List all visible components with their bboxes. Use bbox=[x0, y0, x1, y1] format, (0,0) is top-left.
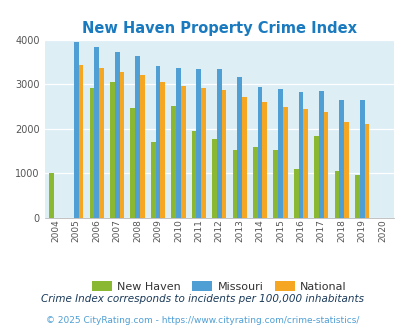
Text: © 2025 CityRating.com - https://www.cityrating.com/crime-statistics/: © 2025 CityRating.com - https://www.city… bbox=[46, 316, 359, 325]
Bar bbox=[94, 47, 99, 218]
Bar bbox=[99, 68, 104, 218]
Bar bbox=[180, 86, 185, 218]
Bar bbox=[252, 148, 257, 218]
Bar bbox=[241, 97, 246, 218]
Bar bbox=[119, 72, 124, 218]
Bar bbox=[140, 75, 144, 218]
Bar bbox=[313, 136, 318, 218]
Bar bbox=[90, 88, 94, 218]
Bar bbox=[176, 68, 180, 218]
Bar bbox=[277, 89, 282, 218]
Bar bbox=[334, 171, 339, 218]
Bar bbox=[354, 175, 359, 218]
Bar bbox=[171, 106, 176, 218]
Bar bbox=[110, 82, 115, 218]
Bar bbox=[196, 69, 201, 218]
Bar bbox=[282, 107, 287, 218]
Bar bbox=[130, 108, 135, 218]
Bar bbox=[339, 100, 343, 218]
Bar bbox=[74, 42, 79, 218]
Title: New Haven Property Crime Index: New Haven Property Crime Index bbox=[81, 21, 356, 36]
Text: Crime Index corresponds to incidents per 100,000 inhabitants: Crime Index corresponds to incidents per… bbox=[41, 294, 364, 304]
Bar bbox=[298, 92, 303, 218]
Bar bbox=[201, 88, 205, 218]
Bar bbox=[257, 87, 262, 218]
Bar bbox=[323, 112, 328, 218]
Bar bbox=[273, 150, 277, 218]
Bar bbox=[79, 65, 83, 218]
Bar bbox=[151, 142, 155, 218]
Bar bbox=[232, 150, 237, 218]
Bar bbox=[135, 56, 140, 218]
Bar bbox=[191, 131, 196, 218]
Bar bbox=[364, 124, 369, 218]
Bar bbox=[155, 66, 160, 218]
Bar bbox=[293, 169, 298, 218]
Bar bbox=[216, 69, 221, 218]
Bar bbox=[221, 90, 226, 218]
Bar bbox=[115, 52, 119, 218]
Bar bbox=[211, 139, 216, 218]
Bar bbox=[237, 78, 241, 218]
Bar bbox=[303, 109, 307, 218]
Bar bbox=[49, 173, 53, 218]
Bar bbox=[359, 100, 364, 218]
Bar bbox=[262, 102, 266, 218]
Bar bbox=[343, 121, 348, 218]
Legend: New Haven, Missouri, National: New Haven, Missouri, National bbox=[87, 277, 350, 296]
Bar bbox=[160, 82, 165, 218]
Bar bbox=[318, 91, 323, 218]
